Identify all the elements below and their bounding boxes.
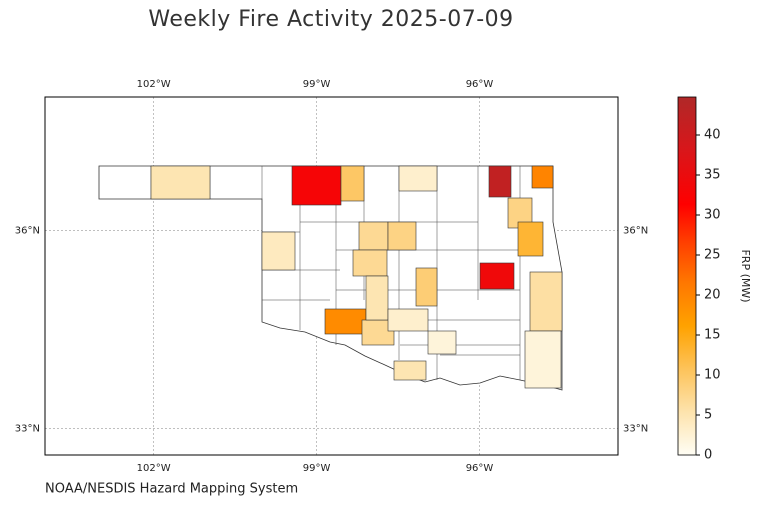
lon-tick-label: 102°W	[137, 79, 171, 90]
county-fire	[261, 231, 296, 271]
lat-tick-label: 33°N	[15, 424, 40, 435]
county-fire	[324, 308, 367, 335]
county-fire	[340, 165, 365, 202]
county-fire	[358, 221, 389, 251]
colorbar-tick-label: 20	[704, 288, 721, 303]
county-fire	[524, 330, 562, 389]
county-fire	[479, 262, 515, 290]
lat-tick-label: 36°N	[623, 225, 648, 236]
lon-tick-label: 96°W	[466, 463, 494, 474]
colorbar-label: FRP (MW)	[739, 249, 752, 302]
map-frame	[44, 96, 619, 456]
county-fire	[387, 308, 429, 332]
title: Weekly Fire Activity 2025-07-09	[148, 7, 513, 32]
colorbar-tick-label: 40	[704, 128, 721, 143]
county-fire	[393, 360, 427, 381]
county-fire	[352, 249, 388, 277]
county-fire	[150, 165, 211, 200]
county-fire	[415, 267, 438, 307]
lon-tick-label: 102°W	[137, 463, 171, 474]
lon-tick-label: 99°W	[303, 463, 331, 474]
colorbar-tick-label: 30	[704, 208, 721, 223]
county-fire	[387, 221, 417, 251]
lat-tick-label: 36°N	[15, 225, 40, 236]
county-fire	[398, 165, 438, 192]
colorbar-tick-label: 5	[704, 408, 712, 423]
colorbar-tick-label: 15	[704, 328, 721, 343]
colorbar-tick-label: 25	[704, 248, 721, 263]
colorbar-tick-label: 35	[704, 168, 721, 183]
county-fire	[427, 330, 457, 355]
lat-tick-label: 33°N	[623, 424, 648, 435]
colorbar	[677, 96, 697, 456]
county-fire	[531, 165, 554, 189]
colorbar-tick-label: 10	[704, 368, 721, 383]
county-fire	[291, 165, 342, 206]
source-credit: NOAA/NESDIS Hazard Mapping System	[45, 482, 298, 497]
county-fire	[517, 221, 544, 257]
county-fire	[488, 165, 512, 198]
county-fire	[529, 271, 563, 332]
lon-tick-label: 99°W	[303, 79, 331, 90]
county-fire	[365, 275, 389, 321]
lon-tick-label: 96°W	[466, 79, 494, 90]
colorbar-tick-label: 0	[704, 448, 712, 463]
